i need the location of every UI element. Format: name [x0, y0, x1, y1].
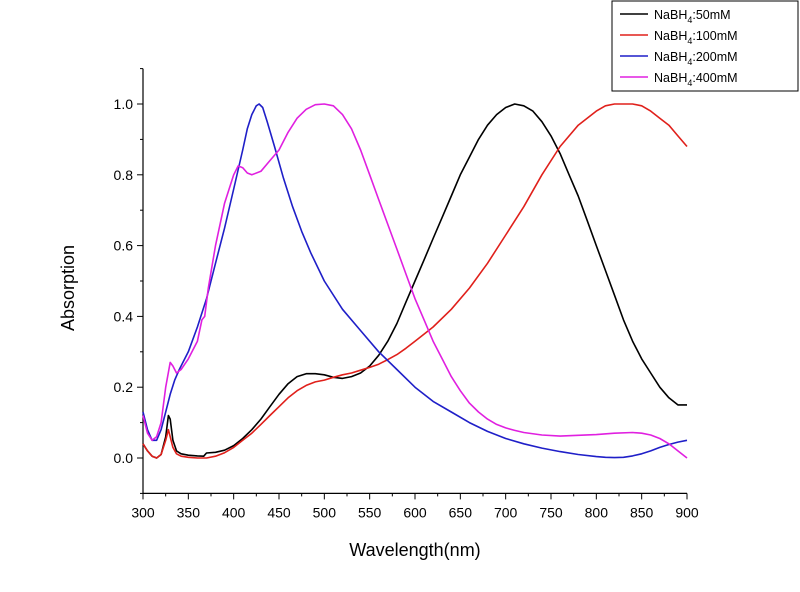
x-tick-label: 850 — [630, 504, 654, 520]
y-tick-label: 1.0 — [114, 96, 134, 112]
legend-label-4: NaBH4:400mM — [654, 71, 738, 88]
x-tick-label: 350 — [177, 504, 201, 520]
x-tick-label: 900 — [675, 504, 699, 520]
legend-box — [611, 0, 799, 92]
y-tick-label: 0.6 — [114, 238, 134, 254]
x-tick-label: 550 — [358, 504, 382, 520]
x-tick-label: 800 — [585, 504, 609, 520]
legend-label-3: NaBH4:200mM — [654, 50, 738, 67]
x-tick-label: 700 — [494, 504, 518, 520]
y-tick-label: 0.8 — [114, 167, 134, 183]
x-axis-title: Wavelength(nm) — [349, 540, 480, 560]
y-axis-title: Absorption — [58, 245, 78, 331]
series-line-4 — [142, 103, 688, 459]
ticks-layer: 300 350 400 450 500 550 600 650 700 750 800 850 900 0… — [114, 68, 699, 520]
x-tick-label: 400 — [222, 504, 246, 520]
legend: NaBH4:50mM NaBH4:100mM NaBH4:200mM NaBH4:40… — [611, 0, 799, 92]
series-layer — [142, 103, 688, 459]
legend-label-2: NaBH4:100mM — [654, 29, 738, 46]
x-tick-label: 750 — [539, 504, 563, 520]
x-tick-label: 500 — [313, 504, 337, 520]
x-tick-label: 300 — [131, 504, 155, 520]
y-tick-label: 0.0 — [114, 450, 134, 466]
series-line-2 — [142, 103, 688, 459]
y-tick-label: 0.4 — [114, 308, 134, 324]
series-line-1 — [142, 103, 687, 459]
x-tick-label: 450 — [267, 504, 291, 520]
series-line-3 — [142, 103, 688, 459]
x-tick-label: 600 — [403, 504, 427, 520]
y-tick-label: 0.2 — [114, 379, 134, 395]
legend-label-1: NaBH4:50mM — [654, 8, 731, 25]
x-tick-label: 650 — [449, 504, 473, 520]
